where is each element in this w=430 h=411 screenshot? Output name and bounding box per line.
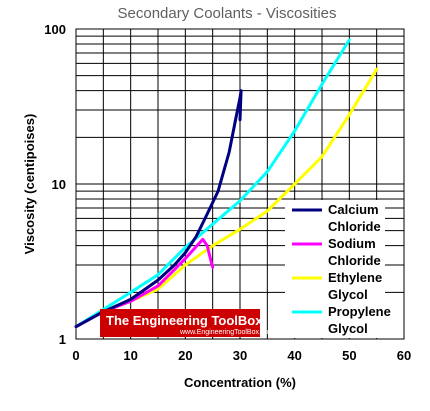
series-line-propylene-glycol — [74, 38, 351, 329]
watermark: The Engineering ToolBox www.EngineeringT… — [100, 309, 274, 337]
x-tick-label: 60 — [397, 348, 411, 363]
legend-box — [285, 200, 385, 338]
legend-label: Glycol — [328, 321, 368, 336]
x-tick-label: 20 — [178, 348, 192, 363]
legend-label: Propylene — [328, 304, 391, 319]
legend-label: Sodium — [328, 236, 376, 251]
legend-label: Glycol — [328, 287, 368, 302]
x-tick-labels: 0 10 20 30 40 50 60 — [72, 348, 411, 363]
y-tick-label: 1 — [59, 332, 66, 347]
series-line-calcium-chloride — [74, 89, 243, 329]
y-axis-label: Viscosity (centipoises) — [22, 114, 37, 255]
legend-label: Ethylene — [328, 270, 382, 285]
y-tick-labels: 1 10 100 — [44, 22, 66, 347]
plot-border — [75, 28, 405, 340]
y-tick-label: 100 — [44, 22, 66, 37]
x-tick-label: 50 — [342, 348, 356, 363]
legend-items: Calcium Chloride Sodium Chloride Ethylene Gly… — [292, 202, 391, 336]
watermark-title: The Engineering ToolBox — [106, 313, 263, 328]
x-tick-label: 30 — [233, 348, 247, 363]
y-tick-label: 10 — [52, 177, 66, 192]
watermark-box — [100, 309, 260, 337]
legend-label: Calcium — [328, 202, 379, 217]
x-tick-label: 0 — [72, 348, 79, 363]
series-lines — [74, 38, 379, 329]
legend: Calcium Chloride Sodium Chloride Ethylene Gly… — [285, 200, 391, 338]
x-tick-label: 10 — [123, 348, 137, 363]
watermark-url: www.EngineeringToolBox.com — [179, 329, 274, 336]
chart-title: Secondary Coolants - Viscosities — [118, 5, 337, 22]
legend-label: Chloride — [328, 253, 381, 268]
x-axis-label: Concentration (%) — [184, 375, 296, 390]
x-tick-label: 40 — [287, 348, 301, 363]
legend-label: Chloride — [328, 219, 381, 234]
